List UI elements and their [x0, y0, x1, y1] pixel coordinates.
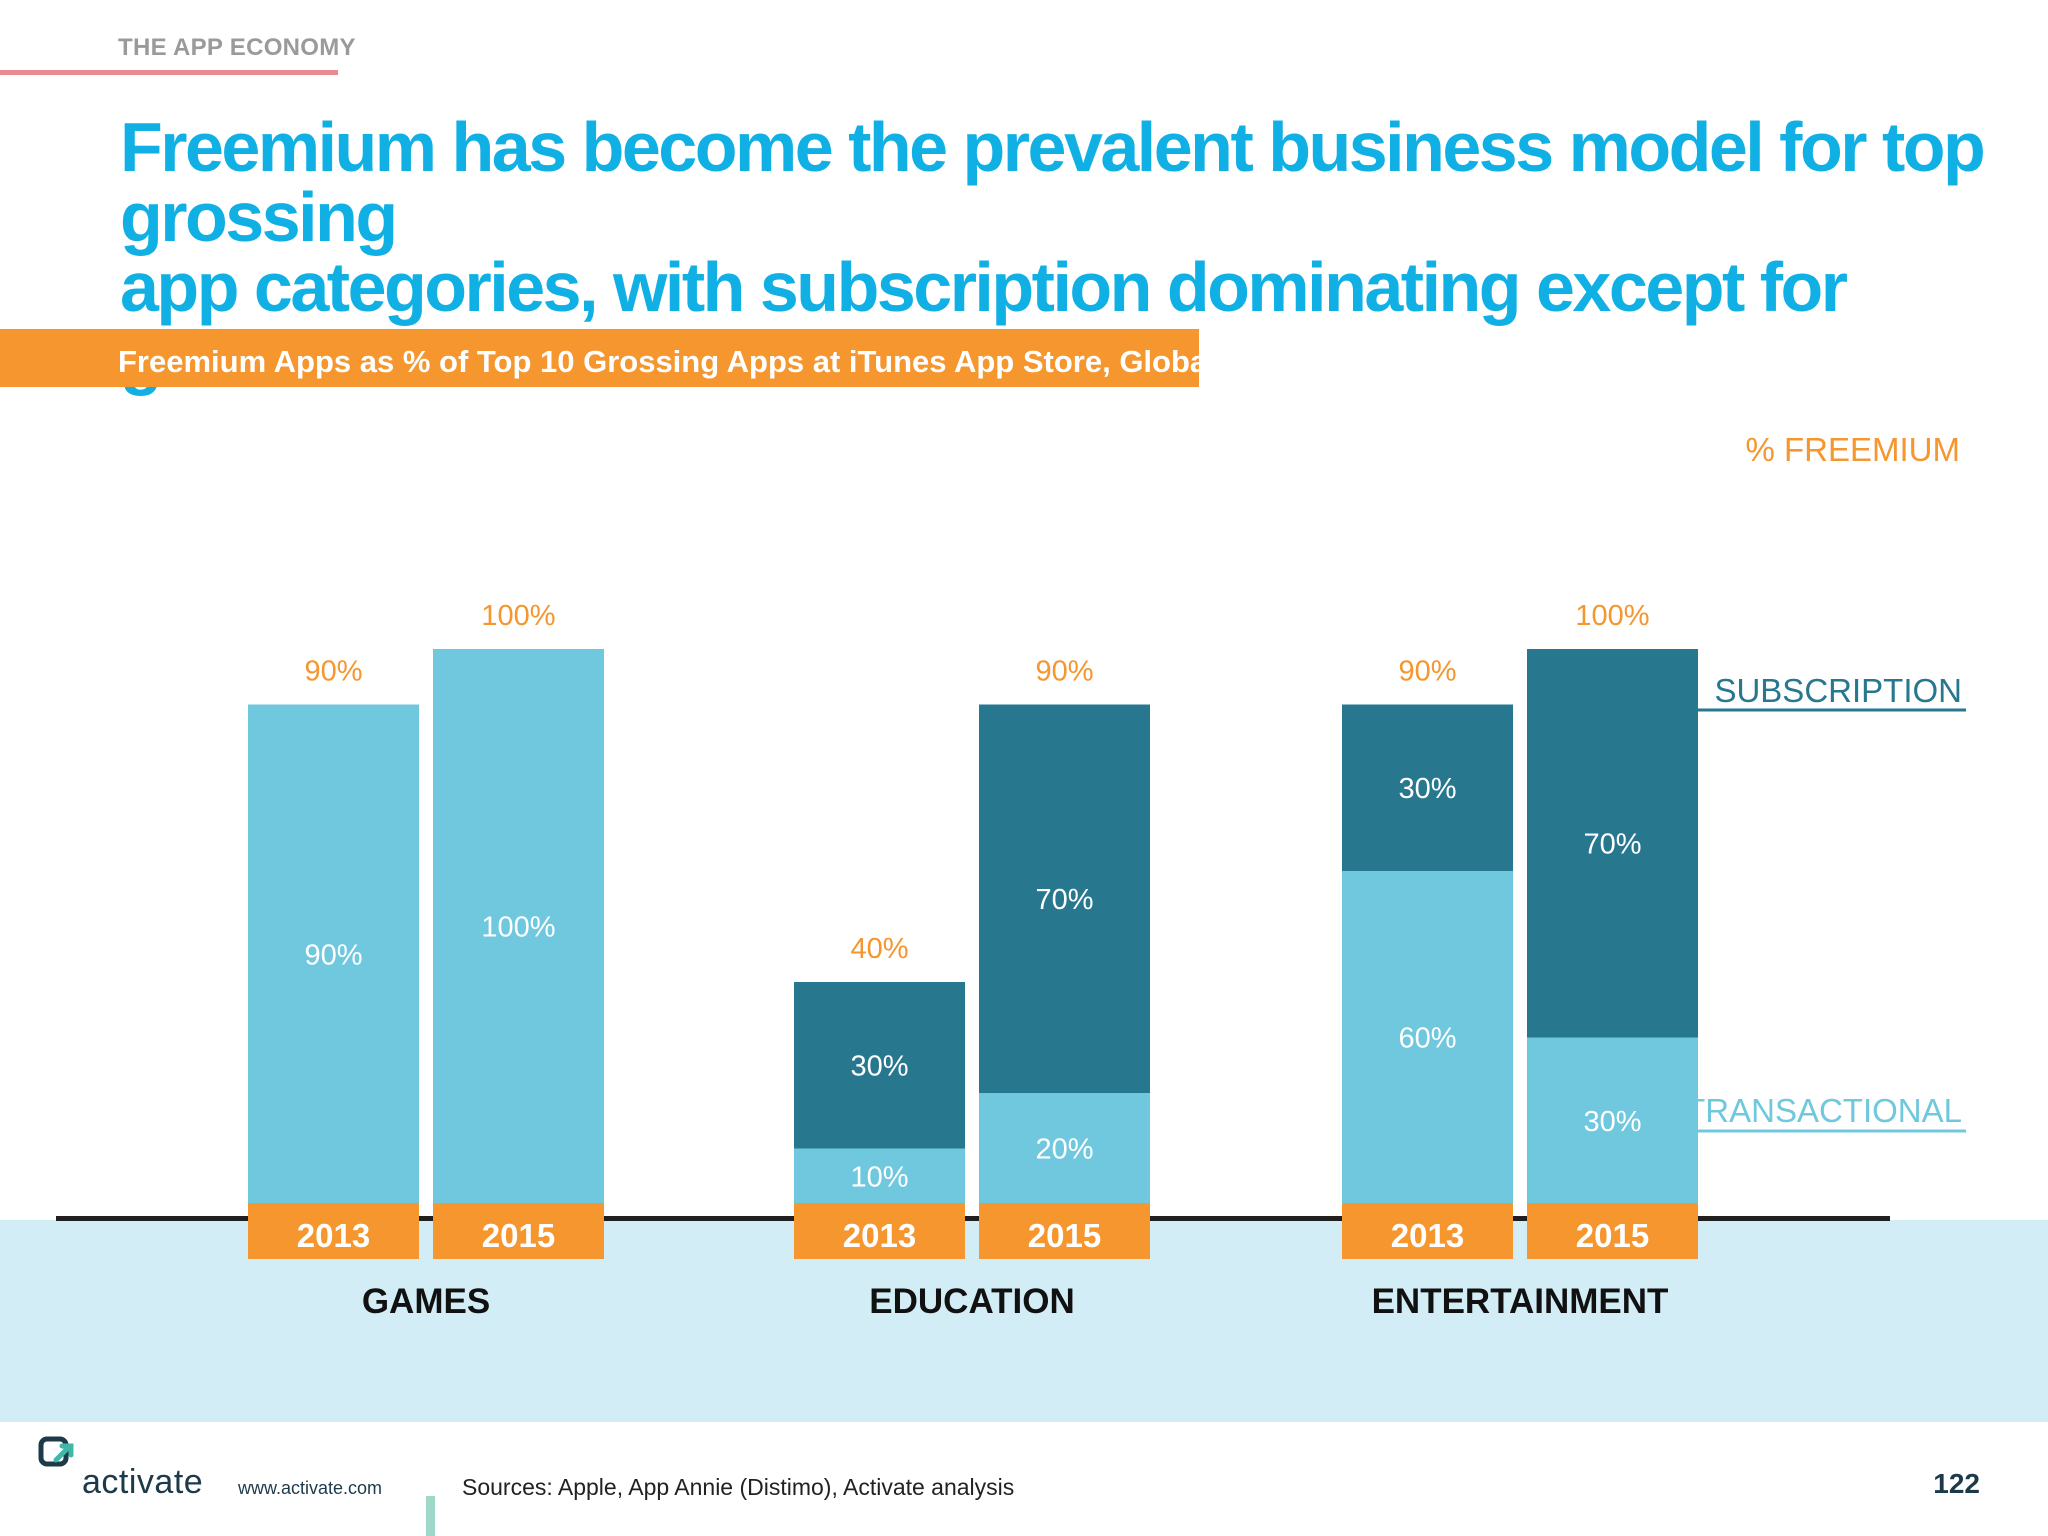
page-number: 122 — [1933, 1468, 1980, 1499]
section-underline — [0, 70, 338, 75]
year-tab — [248, 1203, 419, 1259]
data-label-total: 90% — [1035, 656, 1093, 688]
bar-subscription-entertainment-2015 — [1527, 649, 1698, 1038]
data-label-subscription: 70% — [1035, 884, 1093, 916]
bar-transactional-education-2013 — [794, 1148, 965, 1204]
bar-transactional-education-2015 — [979, 1093, 1150, 1204]
data-label-subscription: 30% — [850, 1050, 908, 1082]
data-label-transactional: 30% — [1583, 1106, 1641, 1138]
x-tick-label: 2013 — [297, 1217, 370, 1254]
data-label-transactional: 90% — [304, 939, 362, 971]
x-tick-label: 2015 — [482, 1217, 555, 1254]
year-tab — [433, 1203, 604, 1259]
section-label: THE APP ECONOMY — [118, 34, 356, 61]
data-label-subscription: 70% — [1583, 828, 1641, 860]
x-axis-line — [56, 1216, 1890, 1221]
data-label-total: 90% — [1398, 656, 1456, 688]
source-note: Sources: Apple, App Annie (Distimo), Act… — [462, 1474, 1015, 1500]
bar-subscription-education-2015 — [979, 704, 1150, 1093]
brand-url[interactable]: www.activate.com — [238, 1478, 383, 1498]
page-title-line-1: Freemium has become the prevalent busine… — [120, 108, 1986, 256]
bar-transactional-entertainment-2013 — [1342, 871, 1513, 1204]
data-label-transactional: 60% — [1398, 1023, 1456, 1055]
data-label-total: 100% — [481, 600, 555, 632]
chart-title: Freemium Apps as % of Top 10 Grossing Ap… — [118, 344, 1216, 379]
category-label-entertainment: ENTERTAINMENT — [1372, 1282, 1669, 1321]
data-label-subscription: 30% — [1398, 773, 1456, 805]
legend-subscription: SUBSCRIPTION — [1714, 672, 1962, 709]
x-tick-label: 2013 — [843, 1217, 916, 1254]
bar-subscription-education-2013 — [794, 982, 965, 1149]
year-tab — [794, 1203, 965, 1259]
x-tick-label: 2015 — [1576, 1217, 1649, 1254]
brand-name: activate — [82, 1463, 204, 1501]
x-tick-label: 2015 — [1028, 1217, 1101, 1254]
year-tab — [979, 1203, 1150, 1259]
legend-freemium: % FREEMIUM — [1746, 431, 1961, 468]
year-tab — [1527, 1203, 1698, 1259]
footer-divider — [426, 1496, 435, 1536]
data-label-transactional: 20% — [1035, 1134, 1093, 1166]
x-tick-label: 2013 — [1391, 1217, 1464, 1254]
bar-transactional-games-2013 — [248, 704, 419, 1204]
bar-transactional-games-2015 — [433, 649, 604, 1204]
chart-title-bar — [0, 329, 1199, 387]
bar-subscription-entertainment-2013 — [1342, 704, 1513, 871]
category-label-games: GAMES — [362, 1282, 490, 1321]
data-label-total: 40% — [850, 933, 908, 965]
data-label-transactional: 100% — [481, 912, 555, 944]
data-label-transactional: 10% — [850, 1161, 908, 1193]
bar-transactional-entertainment-2015 — [1527, 1037, 1698, 1204]
activate-logo-icon — [38, 1436, 74, 1467]
data-label-total: 100% — [1575, 600, 1649, 632]
data-label-total: 90% — [304, 656, 362, 688]
year-tab — [1342, 1203, 1513, 1259]
category-label-education: EDUCATION — [869, 1282, 1074, 1321]
legend-transactional: TRANSACTIONAL — [1685, 1092, 1962, 1129]
